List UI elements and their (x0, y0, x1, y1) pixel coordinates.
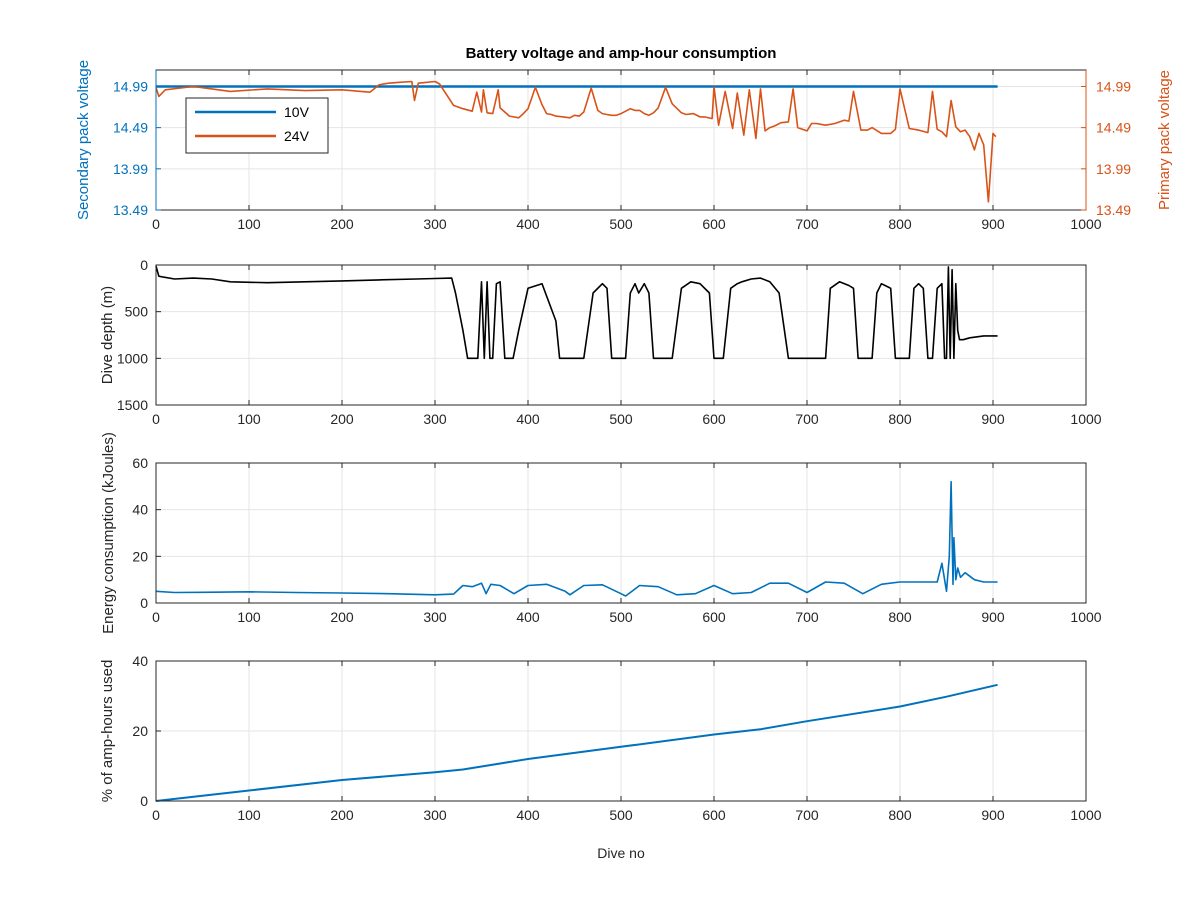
x-tick-label: 800 (888, 609, 912, 625)
x-tick-label: 700 (795, 609, 819, 625)
x-tick-label: 500 (609, 411, 633, 427)
y-tick-label: 0 (140, 595, 148, 611)
x-tick-label: 1000 (1070, 609, 1101, 625)
y-tick-label: 20 (132, 723, 148, 739)
y-tick-label: 1000 (117, 350, 148, 366)
legend-label: 10V (284, 104, 310, 120)
y-tick-label: 1500 (117, 397, 148, 413)
series-line (155, 265, 998, 360)
x-tick-label: 800 (888, 411, 912, 427)
x-tick-label: 400 (516, 609, 540, 625)
x-tick-label: 0 (152, 411, 160, 427)
figure-title: Battery voltage and amp-hour consumption (466, 45, 777, 62)
x-tick-label: 400 (516, 216, 540, 232)
x-tick-label: 1000 (1070, 216, 1101, 232)
y-tick-label: 13.49 (113, 202, 148, 218)
x-tick-label: 500 (609, 609, 633, 625)
legend: 10V 24V (185, 97, 329, 154)
chart-3: 0 100 200 300 400 500 600 700 800 900 1000 0 20 40 60 E… (100, 432, 1102, 634)
x-tick-label: 1000 (1070, 807, 1101, 823)
series-line (155, 80, 997, 203)
series-line (155, 683, 998, 802)
x-tick-label: 700 (795, 411, 819, 427)
x-tick-label: 600 (702, 609, 726, 625)
y-tick-label: 14.49 (113, 120, 148, 136)
x-tick-label: 400 (516, 411, 540, 427)
y-axis-label-right: Primary pack voltage (1156, 70, 1173, 210)
y-tick-label-right: 13.99 (1096, 161, 1131, 177)
x-tick-label: 700 (795, 807, 819, 823)
x-tick-label: 0 (152, 609, 160, 625)
y-tick-label: 0 (140, 793, 148, 809)
x-tick-label: 200 (330, 216, 354, 232)
x-tick-label: 300 (423, 807, 447, 823)
y-tick-label-right: 14.99 (1096, 78, 1131, 94)
chart-4: 0 100 200 300 400 500 600 700 800 900 1000 0 20 40 % o… (99, 653, 1102, 823)
x-tick-label: 500 (609, 807, 633, 823)
y-axis-label-left: Secondary pack voltage (75, 60, 92, 220)
x-tick-label: 700 (795, 216, 819, 232)
chart-1: 0 100 200 300 400 500 600 700 800 900 100013.4913.… (75, 60, 1173, 232)
x-axis-label: Dive no (597, 845, 645, 861)
x-tick-label: 0 (152, 216, 160, 232)
series-line (155, 480, 998, 597)
y-tick-label: 0 (140, 257, 148, 273)
x-tick-label: 900 (981, 609, 1005, 625)
y-tick-label: 500 (125, 304, 149, 320)
chart-2: 0 100 200 300 400 500 600 700 800 900 1000 0 500 1000… (99, 257, 1102, 427)
legend-box (185, 97, 329, 154)
y-tick-label-right: 13.49 (1096, 202, 1131, 218)
x-tick-label: 300 (423, 411, 447, 427)
x-tick-label: 600 (702, 807, 726, 823)
plots-layer: 0 100 200 300 400 500 600 700 800 900 100013.4913.… (75, 60, 1173, 823)
x-tick-label: 200 (330, 807, 354, 823)
x-tick-label: 100 (237, 807, 261, 823)
y-tick-label-right: 14.49 (1096, 120, 1131, 136)
y-tick-label: 40 (132, 502, 148, 518)
y-axis-label: Energy consumption (kJoules) (100, 432, 117, 634)
x-tick-label: 100 (237, 216, 261, 232)
x-tick-label: 900 (981, 807, 1005, 823)
y-axis-label: Dive depth (m) (99, 286, 116, 384)
y-axis-label: % of amp-hours used (99, 660, 116, 803)
x-tick-label: 100 (237, 411, 261, 427)
y-tick-label: 13.99 (113, 161, 148, 177)
x-tick-label: 900 (981, 411, 1005, 427)
x-tick-label: 1000 (1070, 411, 1101, 427)
x-tick-label: 900 (981, 216, 1005, 232)
y-tick-label: 40 (132, 653, 148, 669)
x-tick-label: 800 (888, 807, 912, 823)
x-tick-label: 200 (330, 411, 354, 427)
legend-label: 24V (284, 128, 310, 144)
y-tick-label: 60 (132, 455, 148, 471)
y-tick-label: 14.99 (113, 78, 148, 94)
x-tick-label: 300 (423, 216, 447, 232)
x-tick-label: 100 (237, 609, 261, 625)
x-tick-label: 600 (702, 411, 726, 427)
x-tick-label: 300 (423, 609, 447, 625)
x-tick-label: 200 (330, 609, 354, 625)
x-tick-label: 400 (516, 807, 540, 823)
x-tick-label: 600 (702, 216, 726, 232)
y-tick-label: 20 (132, 548, 148, 564)
x-tick-label: 0 (152, 807, 160, 823)
x-tick-label: 800 (888, 216, 912, 232)
x-tick-label: 500 (609, 216, 633, 232)
